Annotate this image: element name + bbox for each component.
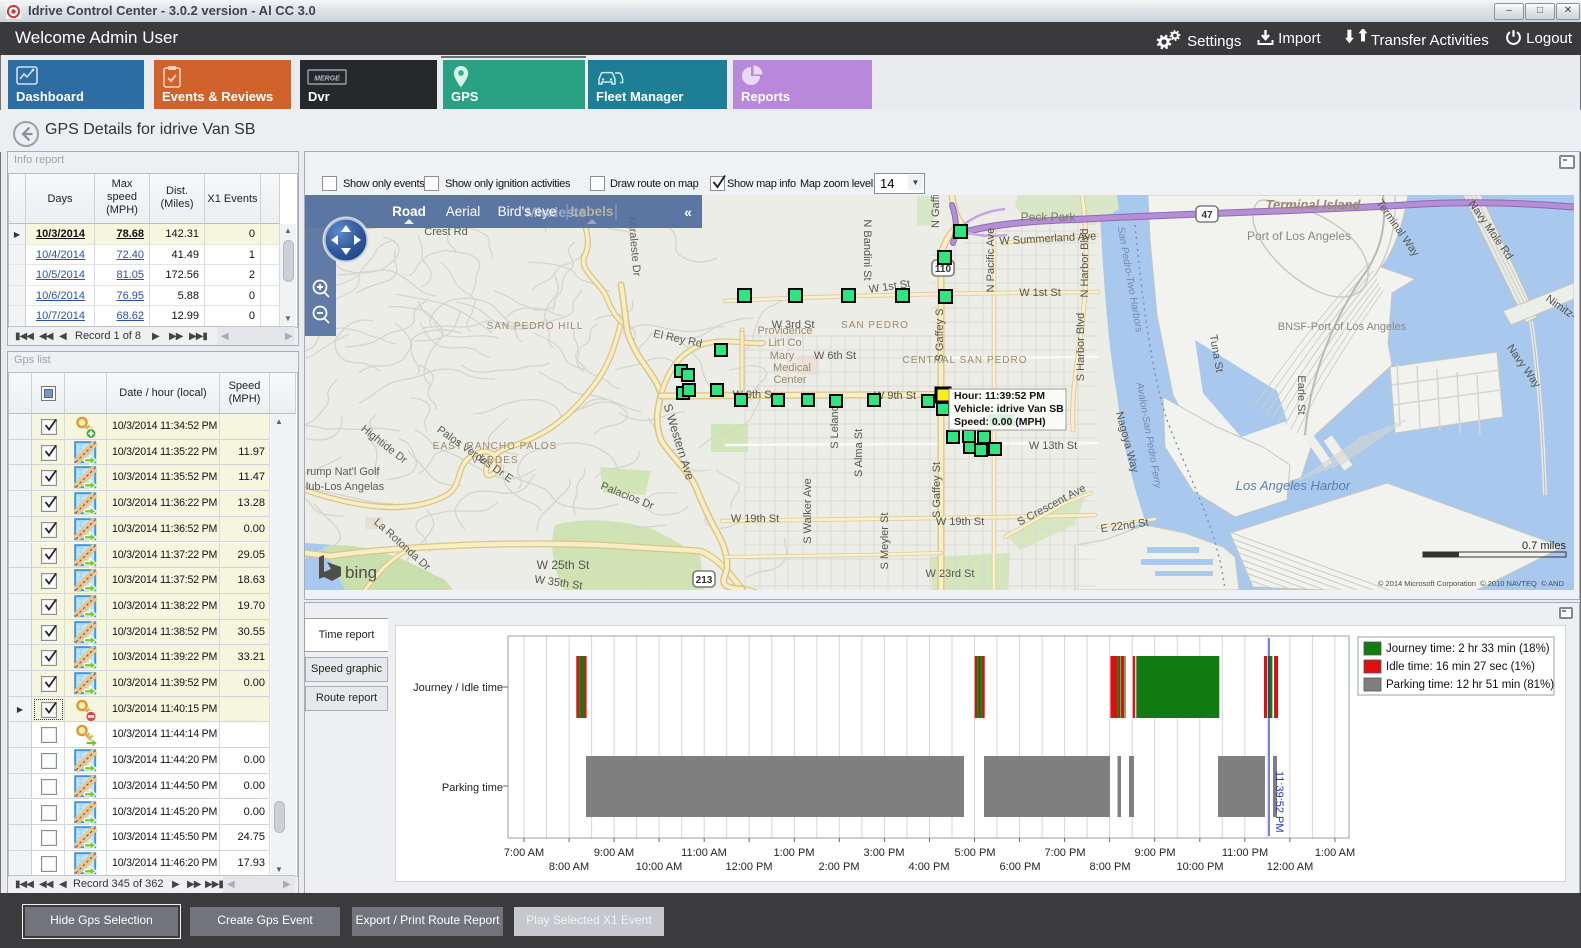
svg-text:N Harbor Blvd: N Harbor Blvd [1079,228,1091,297]
svg-text:213: 213 [696,575,713,586]
svg-text:47: 47 [1201,210,1213,221]
svg-text:Los Angeles Harbor: Los Angeles Harbor [1236,478,1351,493]
svg-text:0.7 miles: 0.7 miles [1522,540,1567,552]
svg-text:12:00 AM: 12:00 AM [1267,861,1313,873]
svg-text:Speed: 0.00 (MPH): Speed: 0.00 (MPH) [954,416,1046,428]
svg-text:Lit'l Co: Lit'l Co [768,337,801,349]
svg-text:1:00 AM: 1:00 AM [1315,847,1355,859]
svg-text:S Leland: S Leland [829,405,841,448]
svg-text:7:00 PM: 7:00 PM [1045,847,1086,859]
svg-text:12:00 PM: 12:00 PM [725,861,772,873]
svg-text:BNSF-Port of Los Angeles: BNSF-Port of Los Angeles [1278,321,1407,333]
svg-text:N Gaffi: N Gaffi [930,195,942,228]
svg-text:N Bandini St: N Bandini St [861,219,873,280]
svg-text:9:00 AM: 9:00 AM [594,847,634,859]
svg-text:Port of Los Angeles: Port of Los Angeles [1247,229,1351,243]
svg-text:7:00 AM: 7:00 AM [504,847,544,859]
svg-text:lub-Los Angelas: lub-Los Angelas [306,481,385,493]
svg-text:W 1st St: W 1st St [1019,287,1061,299]
svg-text:Peck Park: Peck Park [1021,210,1077,224]
svg-text:W 23rd St: W 23rd St [926,568,975,580]
svg-text:MERGE: MERGE [314,76,340,83]
svg-text:SAN PEDRO HILL: SAN PEDRO HILL [487,321,584,332]
svg-text:11:00 AM: 11:00 AM [681,847,727,859]
svg-text:W 35th St: W 35th St [534,574,583,590]
svg-text:Hour: 11:39:52 PM: Hour: 11:39:52 PM [954,390,1045,402]
svg-text:EAST RANCHO PALOS: EAST RANCHO PALOS [433,441,557,452]
svg-text:W 3rd St: W 3rd St [772,319,815,331]
svg-text:110: 110 [935,264,952,275]
svg-text:Providence: Providence [757,325,812,337]
svg-text:S Meyler St: S Meyler St [879,513,891,570]
svg-text:Earle St: Earle St [1295,375,1307,414]
svg-text:SAN PEDRO: SAN PEDRO [841,320,909,331]
svg-text:Parking time: Parking time [442,782,503,794]
svg-text:Road: Road [392,204,426,219]
svg-text:S Harbor Blvd: S Harbor Blvd [1075,313,1087,381]
svg-text:1:00 PM: 1:00 PM [774,847,815,859]
svg-text:8:00 AM: 8:00 AM [549,861,589,873]
svg-text:8:00 PM: 8:00 PM [1090,861,1131,873]
svg-text:6:00 PM: 6:00 PM [1000,861,1041,873]
svg-text:10:00 PM: 10:00 PM [1176,861,1223,873]
svg-text:© 2014 Microsoft Corporation: © 2014 Microsoft Corporation © 2010 NAVT… [1378,579,1565,588]
svg-text:S Alma St: S Alma St [853,429,865,477]
svg-text:rump Nat'l Golf: rump Nat'l Golf [306,466,380,478]
svg-text:4:00 PM: 4:00 PM [909,861,950,873]
svg-text:Idle time: 16 min 27 sec (1%): Idle time: 16 min 27 sec (1%) [1386,661,1535,673]
svg-text:W 19th St: W 19th St [936,516,984,528]
svg-text:Aerial: Aerial [446,204,481,219]
svg-text:VERDES: VERDES [471,455,518,466]
svg-text:Labels: Labels [571,204,614,219]
svg-text:W Summerland Ave: W Summerland Ave [999,230,1097,247]
svg-text:Journey time: 2 hr 33 min (18%: Journey time: 2 hr 33 min (18%) [1386,643,1550,655]
svg-text:Vehicle: idrive Van SB: Vehicle: idrive Van SB [954,403,1064,415]
svg-text:CENTRAL SAN PEDRO: CENTRAL SAN PEDRO [903,355,1028,366]
svg-text:9:00 PM: 9:00 PM [1135,847,1176,859]
svg-text:«: « [684,204,692,220]
svg-text:N Pacific Ave: N Pacific Ave [985,228,997,293]
svg-text:11:39:52 PM: 11:39:52 PM [1273,771,1285,833]
svg-text:W 6th St: W 6th St [814,350,856,362]
svg-text:Parking time: 12 hr 51 min (81: Parking time: 12 hr 51 min (81%) [1386,679,1554,691]
svg-text:Crest Rd: Crest Rd [424,226,467,238]
svg-text:2:00 PM: 2:00 PM [819,861,860,873]
svg-text:S Gaffey S: S Gaffey S [934,309,946,362]
svg-text:10:00 AM: 10:00 AM [636,861,682,873]
svg-text:S Walker Ave: S Walker Ave [802,478,814,543]
svg-text:Journey / Idle time: Journey / Idle time [413,682,503,694]
svg-text:3:00 PM: 3:00 PM [864,847,905,859]
svg-text:Mary: Mary [770,350,795,362]
svg-text:W 13th St: W 13th St [1029,440,1077,452]
svg-text:Miraleste Dr: Miraleste Dr [625,217,642,277]
svg-text:Medical: Medical [773,362,811,374]
svg-text:11:00 PM: 11:00 PM [1222,847,1268,859]
svg-text:Miraleste: Miraleste [526,204,587,220]
svg-text:5:00 PM: 5:00 PM [955,847,996,859]
svg-text:Terminal Island: Terminal Island [1266,197,1362,212]
svg-text:W 25th St: W 25th St [537,558,590,572]
svg-text:bing: bing [345,563,377,582]
svg-text:W 9th St: W 9th St [874,390,916,402]
svg-text:Bird's eye: Bird's eye [498,204,557,219]
svg-text:Center: Center [773,374,806,386]
svg-text:W 19th St: W 19th St [731,513,779,525]
svg-text:S Gaffey St: S Gaffey St [931,462,943,518]
